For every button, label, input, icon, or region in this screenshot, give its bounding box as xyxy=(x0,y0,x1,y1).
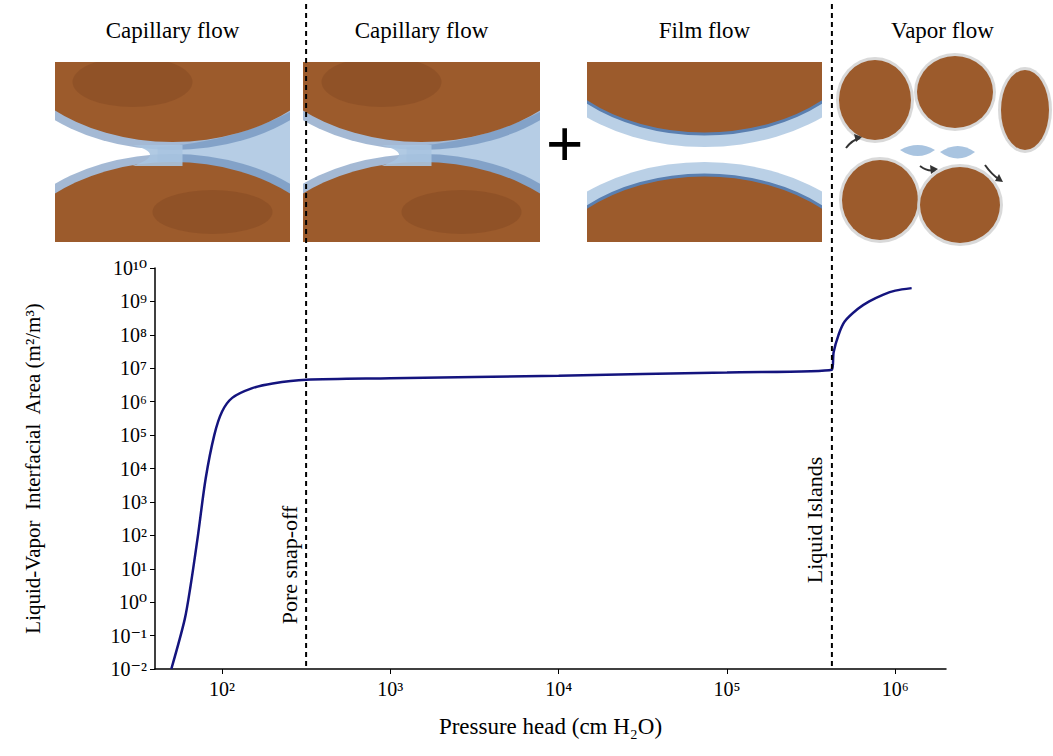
svg-text:10¹: 10¹ xyxy=(121,558,147,580)
svg-text:10⁵: 10⁵ xyxy=(120,424,147,446)
html-text:Vapor flow: Vapor flow xyxy=(891,18,994,43)
svg-text:10⁹: 10⁹ xyxy=(120,290,147,312)
svg-text:10²: 10² xyxy=(209,678,235,700)
svg-text:10⁷: 10⁷ xyxy=(120,357,147,379)
svg-text:10⁸: 10⁸ xyxy=(120,324,147,346)
svg-text:10¹⁰: 10¹⁰ xyxy=(113,257,147,279)
html-text:Capillary flow: Capillary flow xyxy=(354,18,489,43)
svg-text:10³: 10³ xyxy=(377,678,403,700)
svg-text:10²: 10² xyxy=(121,524,147,546)
html-text:Capillary flow: Capillary flow xyxy=(105,18,240,43)
svg-text:10⁵: 10⁵ xyxy=(713,678,740,700)
html-text:Film flow: Film flow xyxy=(658,18,751,43)
svg-text:10⁶: 10⁶ xyxy=(120,391,147,413)
svg-text:10⁻¹: 10⁻¹ xyxy=(110,625,147,647)
svg-text:10⁶: 10⁶ xyxy=(882,678,909,700)
svg-text:10⁴: 10⁴ xyxy=(120,458,147,480)
svg-text:Liquid Islands: Liquid Islands xyxy=(802,457,827,584)
svg-text:Pore snap-off: Pore snap-off xyxy=(277,505,302,624)
svg-text:10³: 10³ xyxy=(121,491,147,513)
svg-text:10⁰: 10⁰ xyxy=(119,591,147,613)
svg-text:Pressure head (cm H₂O): Pressure head (cm H₂O) xyxy=(439,714,662,739)
svg-text:Liquid-Vapor Interfacial Are: Liquid-Vapor Interfacial Area (m²/m³) xyxy=(21,303,45,633)
svg-text:10⁴: 10⁴ xyxy=(545,678,572,700)
svg-text:10⁻²: 10⁻² xyxy=(110,658,147,680)
